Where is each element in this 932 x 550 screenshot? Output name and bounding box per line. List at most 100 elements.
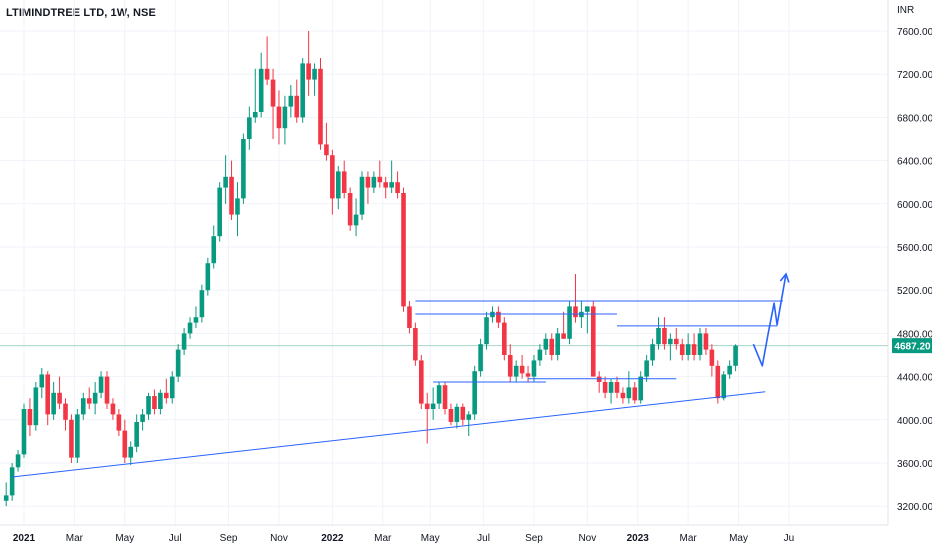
candle-body: [211, 236, 217, 264]
candle-body: [579, 311, 584, 318]
candle-body: [430, 403, 436, 409]
candle-body: [656, 328, 661, 345]
x-tick-label: Jul: [169, 533, 182, 544]
x-tick-label: May: [729, 533, 748, 544]
candle-body: [715, 365, 721, 399]
candle-body: [193, 317, 199, 323]
candle-body: [235, 198, 240, 215]
candle-body: [377, 176, 383, 183]
y-tick-label: 6400.00: [897, 157, 932, 168]
candle-body: [15, 454, 21, 468]
x-tick-label: Sep: [525, 533, 543, 544]
candle-body: [472, 371, 477, 415]
x-tick-label: Mar: [680, 533, 698, 544]
candle-body: [519, 365, 525, 374]
candle-body: [478, 344, 483, 372]
candle-body: [602, 382, 608, 393]
y-tick-label: 3200.00: [897, 502, 932, 513]
candle-body: [703, 333, 709, 350]
projection-arrowhead: [779, 272, 790, 283]
candle-body: [92, 392, 98, 404]
chart-title: LTIMINDTREE LTD, 1W, NSE: [6, 7, 156, 19]
y-tick-label: 4000.00: [897, 416, 932, 427]
x-tick-label: Mar: [374, 533, 392, 544]
candle-body: [353, 214, 359, 226]
candle-body: [573, 306, 578, 318]
candle-body: [395, 182, 400, 193]
x-tick-label: Sep: [220, 533, 238, 544]
x-tick-label: 2023: [627, 533, 650, 544]
y-tick-label: 7600.00: [897, 27, 932, 38]
candle-body: [252, 112, 258, 118]
x-tick-label: Mar: [66, 533, 84, 544]
candle-body: [721, 374, 727, 399]
candle-body: [318, 68, 323, 145]
candle-body: [371, 176, 377, 188]
candle-body: [158, 392, 163, 409]
candle-body: [484, 317, 489, 345]
candle-body: [590, 306, 596, 377]
candle-body: [697, 333, 703, 355]
y-tick-label: 6000.00: [897, 200, 932, 211]
candle-body: [436, 385, 442, 404]
candle-body: [567, 306, 572, 339]
candle-body: [691, 344, 697, 355]
candle-body: [413, 328, 418, 361]
candle-body: [419, 360, 424, 404]
candle-body: [324, 144, 329, 156]
price-axis[interactable]: 3200.00 3600.00 4000.00 4400.00 4800.00 5200.…: [887, 0, 932, 525]
candle-body: [104, 376, 110, 404]
candle-body: [128, 446, 134, 458]
candle-body: [502, 322, 507, 355]
candle-body: [650, 344, 655, 361]
y-tick-label: 5600.00: [897, 243, 932, 254]
candle-body: [608, 382, 614, 393]
candle-body: [169, 376, 175, 399]
candle-body: [490, 311, 495, 318]
candle-body: [662, 328, 667, 345]
time-axis[interactable]: 2021 Mar May Jul Sep Nov 2022 Mar May Jul Sep Nov 20…: [0, 524, 888, 544]
candle-body: [401, 193, 406, 307]
candle-body: [626, 387, 632, 399]
candle-body: [181, 333, 187, 350]
candle-body: [21, 409, 27, 455]
candle-body: [288, 95, 294, 107]
y-tick-label: 6800.00: [897, 113, 932, 124]
candle-body: [389, 182, 394, 188]
candle-body: [306, 63, 311, 80]
last-price-badge: [892, 338, 932, 354]
candle-body: [229, 176, 234, 215]
x-tick-label: Nov: [270, 533, 288, 544]
candle-body: [241, 139, 246, 199]
candle-body: [122, 430, 128, 458]
last-price-label: 4687.20: [894, 342, 931, 353]
candle-body: [543, 338, 549, 350]
x-tick-label: Ju: [784, 533, 795, 544]
candle-body: [258, 68, 264, 112]
candle-body: [98, 376, 104, 393]
x-tick-label: Nov: [578, 533, 596, 544]
candle-body: [531, 360, 537, 377]
drawing-tools: [12, 272, 790, 478]
candle-body: [448, 409, 454, 422]
candle-body: [45, 374, 51, 415]
candle-body: [383, 182, 389, 188]
candle-body: [187, 322, 193, 334]
candle-body: [110, 403, 116, 415]
candle-body: [63, 403, 68, 420]
candle-body: [347, 193, 353, 226]
candle-body: [466, 414, 472, 420]
y-tick-label: 3600.00: [897, 459, 932, 470]
candle-body: [134, 421, 139, 447]
candle-body: [709, 349, 715, 366]
candle-body: [9, 467, 15, 496]
y-tick-label: 7200.00: [897, 70, 932, 81]
candle-body: [27, 409, 33, 426]
candle-body: [282, 106, 288, 129]
candle-body: [365, 176, 371, 188]
candle-body: [264, 68, 270, 80]
candle-body: [454, 406, 460, 422]
candle-body: [525, 373, 531, 377]
candle-body: [175, 349, 181, 377]
